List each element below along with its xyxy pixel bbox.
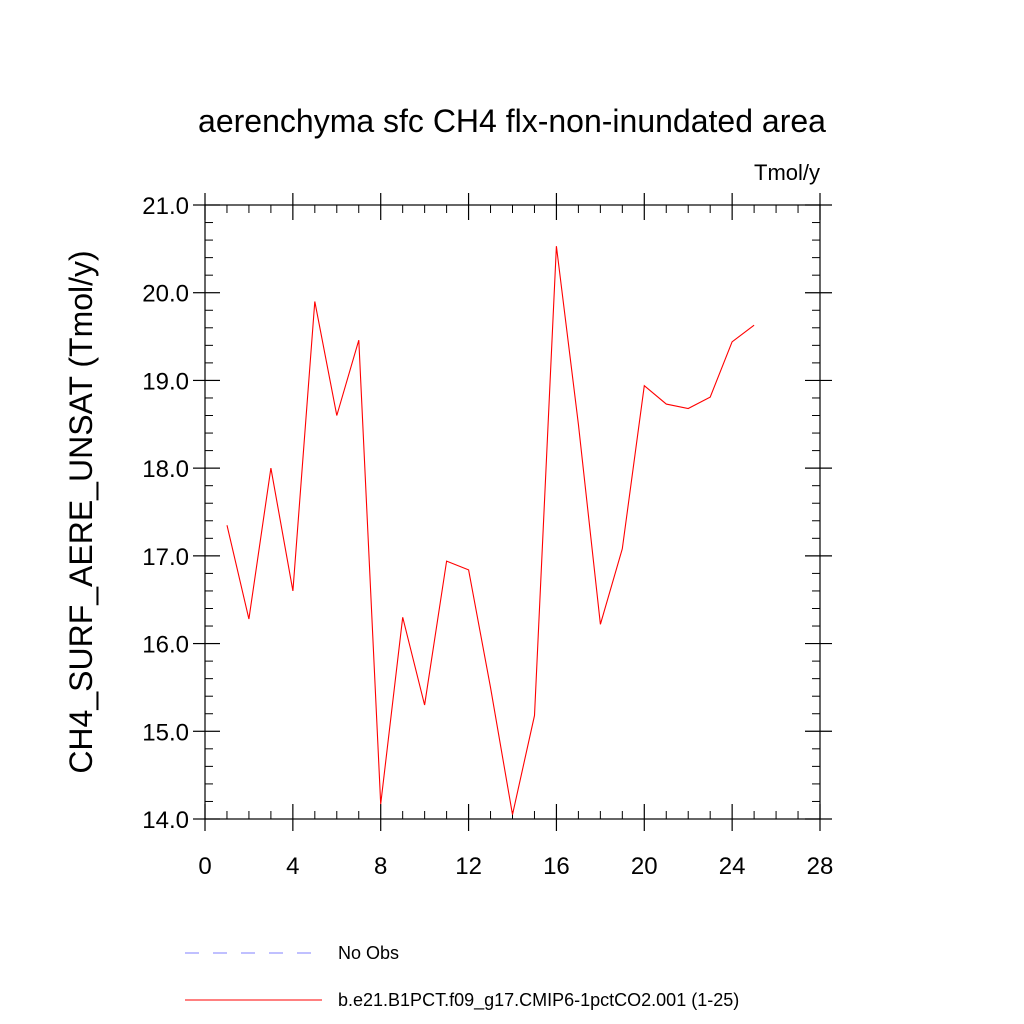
units-label: Tmol/y <box>754 160 820 185</box>
x-tick-label: 0 <box>198 853 211 880</box>
y-tick-label: 14.0 <box>142 807 189 834</box>
y-tick-label: 18.0 <box>142 456 189 483</box>
x-tick-label: 12 <box>455 853 482 880</box>
major-ticks <box>193 193 832 831</box>
x-tick-label: 28 <box>807 853 834 880</box>
x-tick-label: 16 <box>543 853 570 880</box>
y-tick-label: 17.0 <box>142 544 189 571</box>
y-tick-label: 19.0 <box>142 368 189 395</box>
legend-label: b.e21.B1PCT.f09_g17.CMIP6-1pctCO2.001 (1… <box>338 990 739 1011</box>
y-tick-label: 21.0 <box>142 193 189 220</box>
series-lines <box>226 246 755 815</box>
y-tick-labels: 14.0 15.0 16.0 17.0 18.0 19.0 20.0 21.0 <box>142 193 189 834</box>
y-tick-label: 15.0 <box>142 719 189 746</box>
legend-label: No Obs <box>338 943 399 963</box>
y-axis-label: CH4_SURF_AERE_UNSAT (Tmol/y) <box>63 250 99 773</box>
y-tick-label: 16.0 <box>142 632 189 659</box>
x-tick-labels: 0 4 8 12 16 20 24 28 <box>198 853 833 880</box>
legend: No Obs b.e21.B1PCT.f09_g17.CMIP6-1pctCO2.… <box>185 943 739 1011</box>
x-tick-label: 8 <box>374 853 387 880</box>
plot-frame <box>204 204 821 820</box>
x-tick-label: 4 <box>286 853 299 880</box>
minor-ticks <box>205 205 820 819</box>
chart-title: aerenchyma sfc CH4 flx-non-inundated are… <box>198 103 826 139</box>
x-tick-label: 24 <box>719 853 746 880</box>
x-tick-label: 20 <box>631 853 658 880</box>
series-line <box>226 246 755 815</box>
y-tick-label: 20.0 <box>142 281 189 308</box>
